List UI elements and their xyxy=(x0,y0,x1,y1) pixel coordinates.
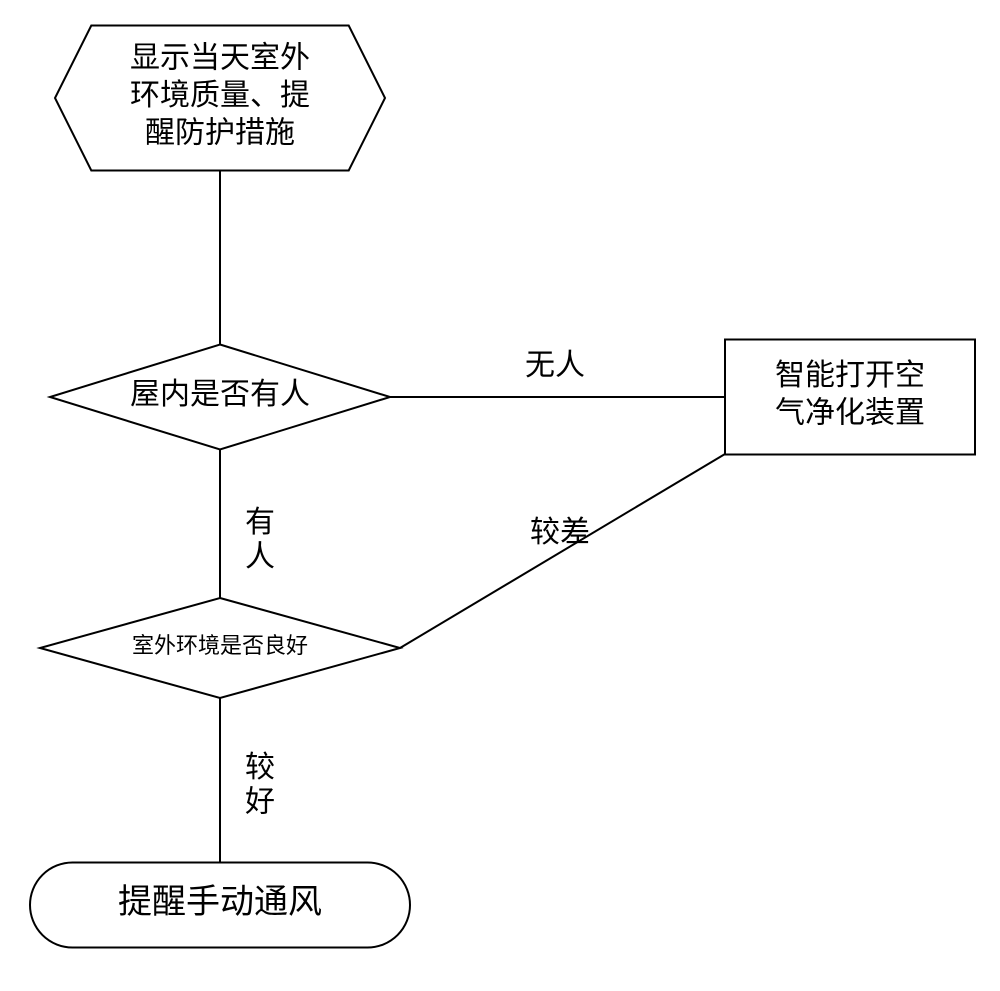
edge-label-decision2-terminal-0: 较 xyxy=(245,751,275,784)
decision2-text-0: 室外环境是否良好 xyxy=(132,633,308,658)
decision1-text-0: 屋内是否有人 xyxy=(130,378,310,411)
terminal-text-0: 提醒手动通风 xyxy=(118,883,322,921)
edge-label-decision1-decision2-0: 有 xyxy=(245,506,275,539)
start-text-1: 环境质量、提 xyxy=(130,79,310,112)
edge-label-decision2-terminal-1: 好 xyxy=(245,785,275,818)
edge-label-decision2-process1: 较差 xyxy=(530,516,590,549)
start-text-2: 醒防护措施 xyxy=(145,116,295,149)
process1-text-0: 智能打开空 xyxy=(775,359,925,392)
edge-label-decision1-decision2-1: 人 xyxy=(245,540,275,573)
edge-decision2-process1 xyxy=(400,454,725,648)
start-text-0: 显示当天室外 xyxy=(130,41,310,74)
process1-text-1: 气净化装置 xyxy=(775,397,925,430)
edge-label-decision1-process1: 无人 xyxy=(525,349,585,382)
